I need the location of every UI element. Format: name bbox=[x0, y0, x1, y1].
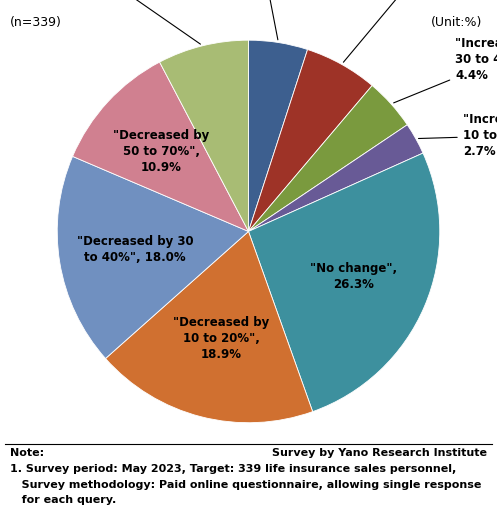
Wedge shape bbox=[248, 125, 423, 231]
Wedge shape bbox=[105, 231, 313, 423]
Text: "Increased by
50 to 70%",
6.2%: "Increased by 50 to 70%", 6.2% bbox=[343, 0, 478, 62]
Wedge shape bbox=[160, 40, 248, 231]
Text: 1. Survey period: May 2023, Target: 339 life insurance sales personnel,: 1. Survey period: May 2023, Target: 339 … bbox=[10, 464, 456, 474]
Text: Survey methodology: Paid online questionnaire, allowing single response: Survey methodology: Paid online question… bbox=[10, 480, 481, 490]
Wedge shape bbox=[248, 49, 372, 231]
Text: for each query.: for each query. bbox=[10, 495, 116, 505]
Text: "No change",
26.3%: "No change", 26.3% bbox=[311, 262, 398, 291]
Text: "Increased by
more than
80%", 5.0%: "Increased by more than 80%", 5.0% bbox=[212, 0, 304, 40]
Text: "Decreased
by more than
80%", 7.7%: "Decreased by more than 80%", 7.7% bbox=[30, 0, 200, 44]
Text: "Decreased by 30
to 40%", 18.0%: "Decreased by 30 to 40%", 18.0% bbox=[77, 236, 193, 265]
Text: Note:: Note: bbox=[10, 448, 44, 458]
Wedge shape bbox=[248, 86, 407, 231]
Text: Survey by Yano Research Institute: Survey by Yano Research Institute bbox=[272, 448, 487, 458]
Text: (Unit:%): (Unit:%) bbox=[431, 16, 482, 29]
Text: "Decreased by
10 to 20%",
18.9%: "Decreased by 10 to 20%", 18.9% bbox=[173, 317, 269, 361]
Wedge shape bbox=[248, 153, 440, 412]
Wedge shape bbox=[248, 40, 308, 231]
Text: (n=339): (n=339) bbox=[10, 16, 62, 29]
Wedge shape bbox=[57, 156, 248, 359]
Wedge shape bbox=[73, 62, 248, 231]
Text: "Increased by
30 to 40%",
4.4%: "Increased by 30 to 40%", 4.4% bbox=[394, 37, 497, 103]
Text: "Decreased by
50 to 70%",
10.9%: "Decreased by 50 to 70%", 10.9% bbox=[113, 128, 209, 174]
Text: "Increased by
10 to 20%",
2.7%: "Increased by 10 to 20%", 2.7% bbox=[418, 113, 497, 158]
